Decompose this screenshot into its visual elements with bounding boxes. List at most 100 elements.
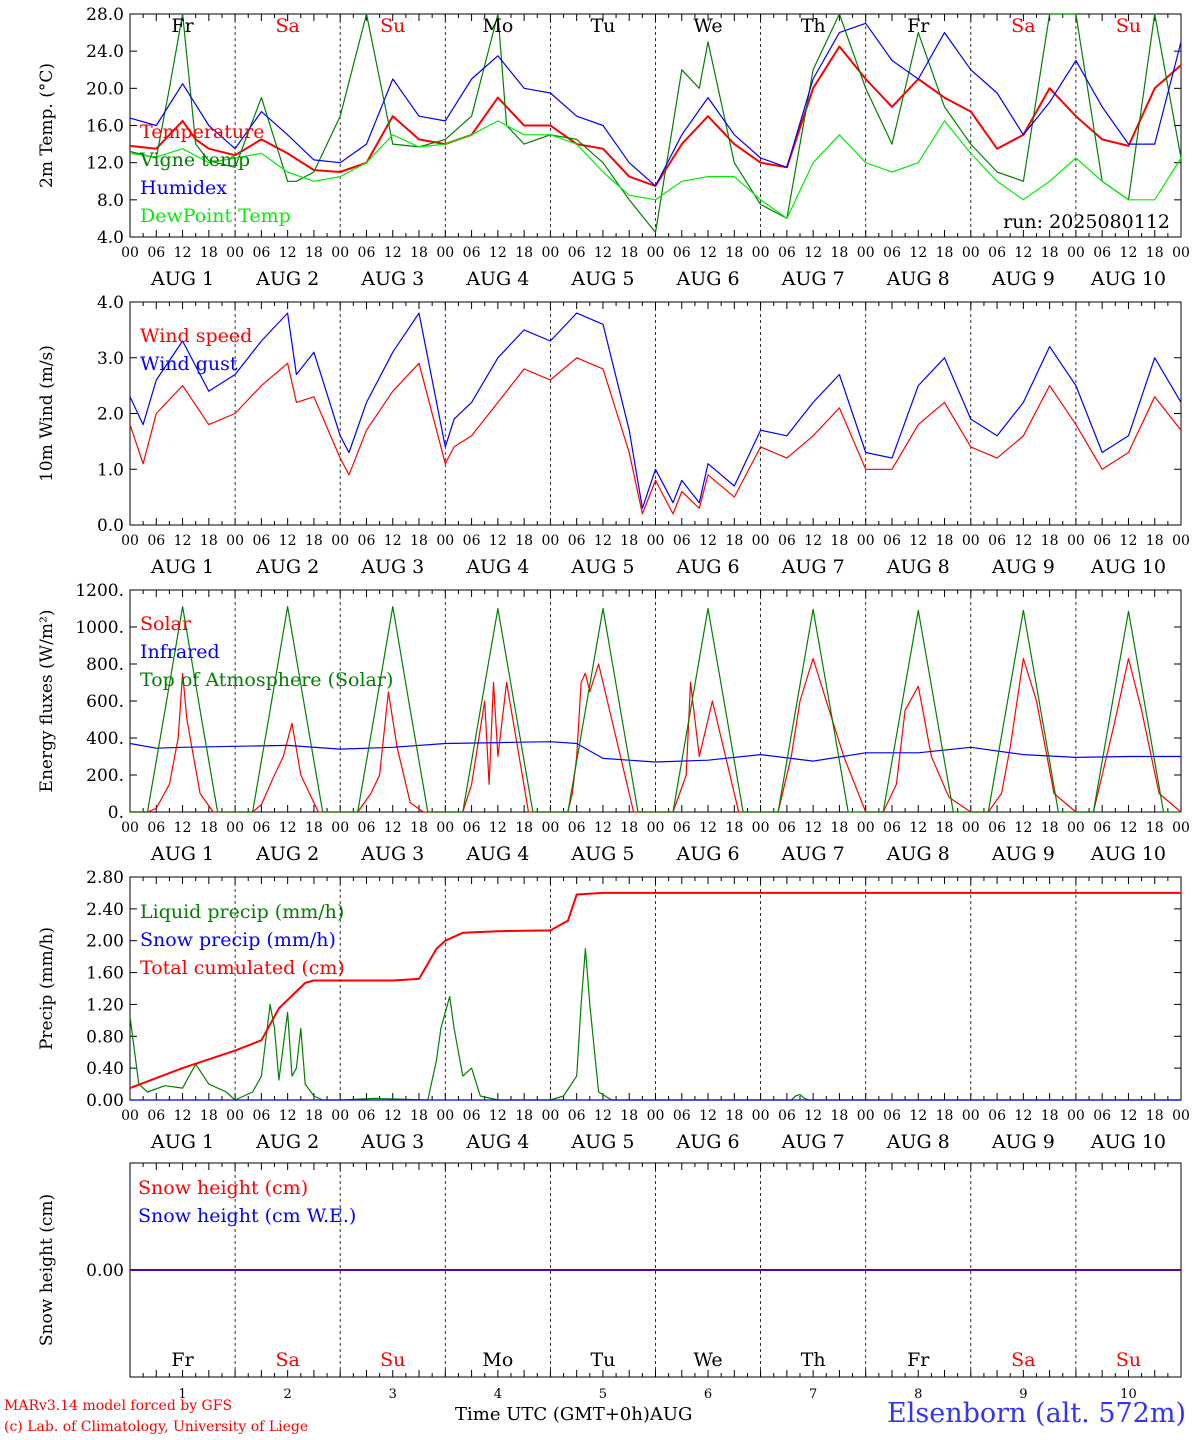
- day-number-label: 4: [494, 1387, 502, 1402]
- hour-tick-label: 06: [358, 1108, 376, 1124]
- date-label: AUG 2: [255, 268, 319, 290]
- hour-tick-label: 12: [489, 245, 507, 261]
- hour-tick-label: 18: [1041, 245, 1059, 261]
- hour-tick-label: 00: [121, 1108, 139, 1124]
- hour-tick-label: 12: [1120, 245, 1138, 261]
- hour-tick-label: 00: [1172, 1108, 1190, 1124]
- hour-tick-label: 06: [778, 245, 796, 261]
- date-label: AUG 8: [886, 556, 950, 578]
- hour-tick-label: 00: [541, 1108, 559, 1124]
- date-label: AUG 9: [991, 1131, 1055, 1153]
- hour-tick-label: 12: [1120, 533, 1138, 549]
- hour-tick-label: 06: [568, 820, 586, 836]
- hour-tick-label: 18: [1146, 1108, 1164, 1124]
- date-label: AUG 6: [676, 1131, 740, 1153]
- hour-tick-label: 18: [410, 1108, 428, 1124]
- hour-tick-label: 12: [594, 533, 612, 549]
- day-number-label: 6: [704, 1387, 712, 1402]
- weekday-label-top: We: [693, 15, 722, 37]
- hour-tick-label: 18: [831, 820, 849, 836]
- hour-tick-label: 06: [988, 245, 1006, 261]
- hour-tick-label: 18: [725, 820, 743, 836]
- hour-tick-label: 18: [620, 533, 638, 549]
- date-label: AUG 6: [676, 556, 740, 578]
- hour-tick-label: 06: [568, 245, 586, 261]
- hour-tick-label: 06: [673, 533, 691, 549]
- day-number-label: 8: [914, 1387, 922, 1402]
- legend-entry: Wind gust: [140, 353, 238, 375]
- hour-tick-label: 00: [541, 533, 559, 549]
- weekday-label-top: Su: [1116, 15, 1141, 37]
- hour-tick-label: 18: [1041, 820, 1059, 836]
- hour-tick-label: 00: [226, 1108, 244, 1124]
- date-label: AUG 10: [1090, 556, 1166, 578]
- hour-tick-label: 06: [673, 245, 691, 261]
- date-label: AUG 3: [360, 268, 424, 290]
- date-label: AUG 1: [150, 1131, 214, 1153]
- date-label: AUG 3: [360, 843, 424, 865]
- hour-tick-label: 12: [909, 245, 927, 261]
- y-tick-label: 28.0: [86, 5, 124, 25]
- hour-tick-label: 12: [1014, 820, 1032, 836]
- hour-tick-label: 12: [594, 820, 612, 836]
- hour-tick-label: 00: [226, 533, 244, 549]
- date-label: AUG 8: [886, 268, 950, 290]
- hour-tick-label: 12: [384, 820, 402, 836]
- legend-entry: Snow height (cm): [138, 1177, 308, 1199]
- x-axis-title: Time UTC (GMT+0h)AUG: [455, 1404, 692, 1425]
- hour-tick-label: 00: [331, 245, 349, 261]
- hour-tick-label: 06: [883, 1108, 901, 1124]
- hour-tick-label: 00: [541, 820, 559, 836]
- series-line: [129, 13, 1182, 233]
- hour-tick-label: 18: [831, 245, 849, 261]
- hour-tick-label: 06: [463, 533, 481, 549]
- hour-tick-label: 00: [857, 533, 875, 549]
- y-tick-label: 0.: [108, 803, 124, 823]
- series-line: [129, 312, 1182, 509]
- hour-tick-label: 06: [988, 533, 1006, 549]
- legend-entry: Wind speed: [140, 325, 252, 347]
- date-label: AUG 7: [781, 556, 845, 578]
- hour-tick-label: 12: [1014, 533, 1032, 549]
- hour-tick-label: 18: [1041, 1108, 1059, 1124]
- hour-tick-label: 00: [752, 1108, 770, 1124]
- weekday-label-bottom: Th: [801, 1349, 826, 1371]
- weekday-label-bottom: Su: [1116, 1349, 1141, 1371]
- weekday-label-top: Tu: [590, 15, 615, 37]
- hour-tick-label: 00: [857, 245, 875, 261]
- hour-tick-label: 12: [489, 1108, 507, 1124]
- hour-tick-label: 18: [515, 1108, 533, 1124]
- hour-tick-label: 18: [515, 245, 533, 261]
- lab-credit: (c) Lab. of Climatology, University of L…: [4, 1419, 309, 1435]
- hour-tick-label: 06: [463, 820, 481, 836]
- hour-tick-label: 06: [673, 1108, 691, 1124]
- weekday-label-bottom: Tu: [590, 1349, 615, 1371]
- date-label: AUG 5: [570, 1131, 634, 1153]
- weekday-label-bottom: Mo: [482, 1349, 513, 1371]
- y-axis-label: Precip (mm/h): [37, 927, 57, 1050]
- y-tick-label: 4.0: [97, 293, 124, 313]
- hour-tick-label: 06: [568, 533, 586, 549]
- y-tick-label: 1.20: [86, 995, 124, 1015]
- hour-tick-label: 00: [331, 533, 349, 549]
- date-label: AUG 2: [255, 556, 319, 578]
- date-label: AUG 10: [1090, 268, 1166, 290]
- day-number-label: 7: [809, 1387, 817, 1402]
- date-label: AUG 4: [465, 1131, 529, 1153]
- legend-entry: Snow height (cm W.E.): [138, 1205, 356, 1227]
- weekday-label-top: Sa: [275, 15, 299, 37]
- hour-tick-label: 00: [752, 820, 770, 836]
- hour-tick-label: 12: [594, 1108, 612, 1124]
- hour-tick-label: 18: [725, 533, 743, 549]
- hour-tick-label: 06: [883, 533, 901, 549]
- y-tick-label: 2.0: [97, 405, 124, 425]
- date-label: AUG 9: [991, 843, 1055, 865]
- date-label: AUG 8: [886, 1131, 950, 1153]
- weekday-label-bottom: We: [693, 1349, 722, 1371]
- hour-tick-label: 00: [436, 245, 454, 261]
- legend-entry: Infrared: [140, 641, 220, 663]
- hour-tick-label: 06: [252, 533, 270, 549]
- hour-tick-label: 00: [647, 533, 665, 549]
- hour-tick-label: 12: [384, 1108, 402, 1124]
